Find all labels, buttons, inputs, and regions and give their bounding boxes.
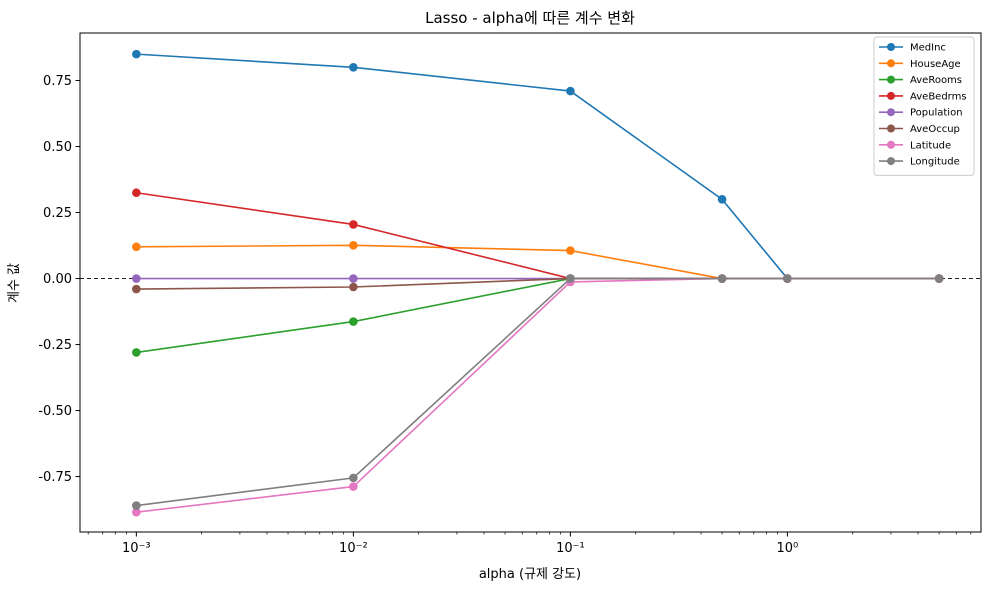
point-longitude-5: [934, 274, 944, 283]
legend-label-population: Population: [910, 108, 963, 119]
point-latitude-1: [349, 482, 358, 491]
point-longitude-2: [566, 274, 575, 283]
y-tick-label-2: 0.25: [43, 206, 72, 221]
chart-title: Lasso - alpha에 따른 계수 변화: [425, 9, 635, 27]
legend-marker-population: [887, 108, 895, 117]
legend: MedInc HouseAge AveRooms AveBedrms Populatio…: [873, 36, 975, 176]
legend-marker-longitude: [887, 157, 895, 166]
legend-box: [873, 36, 975, 176]
x-axis-title: alpha (규제 강도): [479, 567, 581, 582]
point-longitude-4: [783, 274, 792, 283]
legend-marker-latitude: [887, 140, 895, 149]
point-latitude-0: [132, 507, 141, 517]
legend-label-medinc: MedInc: [910, 43, 946, 54]
legend-label-averooms: AveRooms: [910, 75, 962, 86]
point-houseage-1: [349, 240, 358, 250]
x-tick-label-0: 10⁻³: [122, 541, 151, 556]
legend-label-latitude: Latitude: [910, 140, 951, 151]
point-longitude-0: [132, 501, 141, 510]
legend-label-houseage: HouseAge: [910, 59, 961, 70]
legend-marker-houseage: [887, 59, 895, 68]
y-tick-label-3: 0.00: [43, 272, 72, 287]
point-averooms-0: [132, 348, 141, 357]
y-tick-label-4: -0.25: [38, 338, 72, 353]
series-longitude: [132, 274, 944, 510]
legend-label-aveoccup: AveOccup: [910, 124, 960, 135]
point-averooms-1: [349, 317, 358, 326]
point-houseage-0: [132, 242, 141, 252]
point-medinc-0: [132, 49, 141, 59]
point-population-0: [132, 274, 141, 283]
legend-label-avebedrms: AveBedrms: [910, 91, 967, 102]
y-axis-title: 계수 값: [7, 263, 22, 303]
y-tick-label-6: -0.75: [38, 470, 72, 485]
legend-marker-medinc: [887, 43, 895, 51]
x-tick-label-2: 10⁻¹: [556, 541, 585, 556]
point-longitude-3: [717, 274, 727, 283]
point-population-1: [349, 274, 358, 283]
point-medinc-2: [566, 86, 575, 96]
point-aveoccup-0: [132, 284, 141, 294]
point-longitude-1: [349, 473, 358, 483]
legend-marker-averooms: [887, 75, 895, 84]
point-avebedrms-0: [132, 188, 141, 198]
point-medinc-3: [717, 195, 727, 204]
legend-marker-avebedrms: [887, 91, 895, 100]
plot-frame: [79, 32, 982, 533]
x-tick-label-3: 10⁰: [777, 541, 799, 556]
legend-label-longitude: Longitude: [910, 157, 960, 168]
y-tick-label-0: 0.75: [43, 74, 72, 89]
y-tick-label-5: -0.50: [38, 404, 72, 419]
point-avebedrms-1: [349, 220, 358, 229]
point-medinc-1: [349, 63, 358, 72]
legend-marker-aveoccup: [887, 124, 895, 133]
series-line-longitude: [136, 277, 940, 507]
y-tick-label-1: 0.50: [43, 140, 72, 155]
x-tick-label-1: 10⁻²: [339, 541, 368, 556]
point-aveoccup-1: [349, 282, 358, 292]
point-houseage-2: [566, 246, 575, 255]
